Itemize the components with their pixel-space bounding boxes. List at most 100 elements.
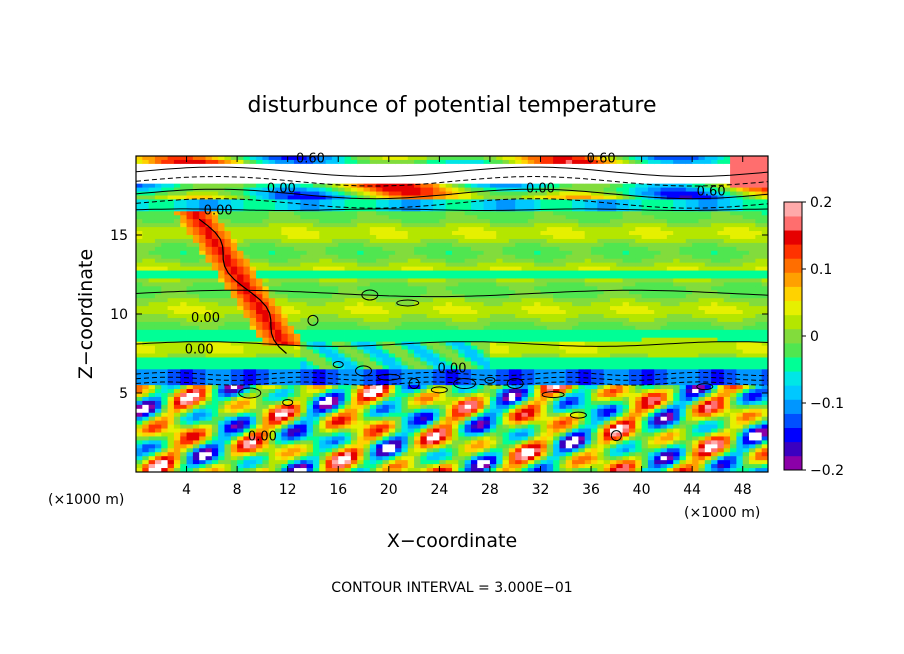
heatmap-cell [414, 175, 421, 181]
heatmap-cell [148, 444, 156, 449]
heatmap-cell [464, 195, 472, 200]
heatmap-cell [369, 432, 377, 437]
heatmap-cell [350, 321, 358, 327]
heatmap-cell [230, 314, 238, 319]
heatmap-cell [388, 227, 396, 232]
heatmap-cell [154, 317, 162, 323]
heatmap-cell [376, 389, 383, 394]
heatmap-cell [319, 223, 326, 228]
heatmap-cell [173, 448, 181, 453]
heatmap-cell [275, 337, 282, 343]
heatmap-cell [154, 223, 162, 228]
heatmap-cell [426, 464, 434, 469]
heatmap-cell [312, 428, 320, 433]
heatmap-cell [319, 270, 326, 275]
heatmap-cell [287, 215, 295, 220]
heatmap-cell [439, 286, 447, 291]
heatmap-cell [527, 274, 535, 279]
heatmap-cell [521, 310, 529, 315]
heatmap-cell [205, 325, 213, 331]
heatmap-cell [211, 235, 219, 240]
heatmap-cell [167, 179, 175, 185]
heatmap-cell [331, 310, 339, 315]
heatmap-cell [325, 246, 333, 252]
heatmap-cell [489, 215, 497, 220]
heatmap-cell [180, 282, 187, 287]
heatmap-cell [136, 345, 143, 350]
heatmap-cell [249, 250, 257, 256]
heatmap-cell [192, 373, 200, 378]
heatmap-cell [173, 235, 181, 240]
heatmap-cell [237, 464, 244, 469]
heatmap-cell [420, 341, 428, 346]
heatmap-cell [312, 408, 320, 414]
heatmap-cell [439, 282, 447, 287]
heatmap-cell [338, 171, 345, 177]
heatmap-cell [414, 456, 421, 461]
heatmap-cell [357, 298, 364, 303]
heatmap-cell [439, 242, 447, 248]
heatmap-cell [433, 191, 440, 196]
heatmap-cell [294, 314, 301, 319]
heatmap-cell [173, 444, 181, 449]
heatmap-cell [470, 353, 478, 358]
heatmap-cell [199, 266, 206, 271]
heatmap-cell [161, 393, 168, 398]
heatmap-cell [483, 310, 491, 315]
heatmap-cell [167, 246, 175, 252]
heatmap-cell [237, 250, 244, 256]
heatmap-cell [502, 404, 510, 410]
heatmap-cell [388, 357, 396, 362]
heatmap-cell [439, 262, 447, 267]
heatmap-cell [508, 389, 516, 394]
heatmap-cell [211, 314, 219, 319]
heatmap-cell [388, 179, 396, 185]
heatmap-cell [433, 325, 440, 331]
heatmap-cell [464, 238, 472, 244]
heatmap-cell [256, 254, 263, 260]
heatmap-cell [325, 211, 333, 216]
heatmap-cell [363, 412, 371, 418]
heatmap-cell [224, 231, 232, 236]
heatmap-cell [312, 373, 320, 378]
heatmap-cell [470, 333, 478, 339]
heatmap-cell [433, 357, 440, 362]
heatmap-cell [458, 396, 466, 402]
heatmap-cell [237, 219, 244, 224]
heatmap-cell [249, 235, 257, 240]
heatmap-cell [527, 211, 535, 216]
heatmap-cell [426, 282, 434, 287]
heatmap-cell [426, 302, 434, 307]
heatmap-cell [142, 187, 150, 192]
heatmap-cell [262, 207, 270, 212]
heatmap-cell [294, 369, 301, 374]
heatmap-cell [452, 179, 459, 185]
heatmap-cell [249, 242, 257, 248]
heatmap-cell [268, 337, 276, 343]
heatmap-cell [414, 448, 421, 453]
heatmap-cell [388, 231, 396, 236]
heatmap-cell [230, 306, 238, 311]
heatmap-cell [249, 203, 257, 208]
heatmap-cell [306, 329, 314, 335]
heatmap-cell [401, 377, 409, 382]
heatmap-cell [154, 310, 162, 315]
heatmap-cell [186, 302, 194, 307]
heatmap-cell [401, 393, 409, 398]
heatmap-cell [483, 460, 491, 465]
heatmap-cell [388, 325, 396, 331]
heatmap-cell [192, 203, 200, 208]
heatmap-cell [515, 254, 522, 260]
heatmap-cell [414, 242, 421, 248]
heatmap-cell [502, 416, 510, 422]
heatmap-cell [199, 341, 206, 346]
heatmap-cell [521, 321, 529, 327]
heatmap-cell [426, 420, 434, 425]
heatmap-cell [407, 254, 415, 260]
heatmap-cell [477, 199, 484, 204]
heatmap-cell [281, 179, 289, 185]
heatmap-cell [452, 187, 459, 192]
heatmap-cell [224, 345, 232, 350]
heatmap-cell [161, 353, 168, 358]
heatmap-cell [401, 246, 409, 252]
